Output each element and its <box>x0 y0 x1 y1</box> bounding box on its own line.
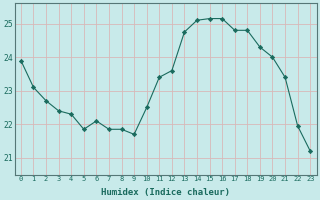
X-axis label: Humidex (Indice chaleur): Humidex (Indice chaleur) <box>101 188 230 197</box>
